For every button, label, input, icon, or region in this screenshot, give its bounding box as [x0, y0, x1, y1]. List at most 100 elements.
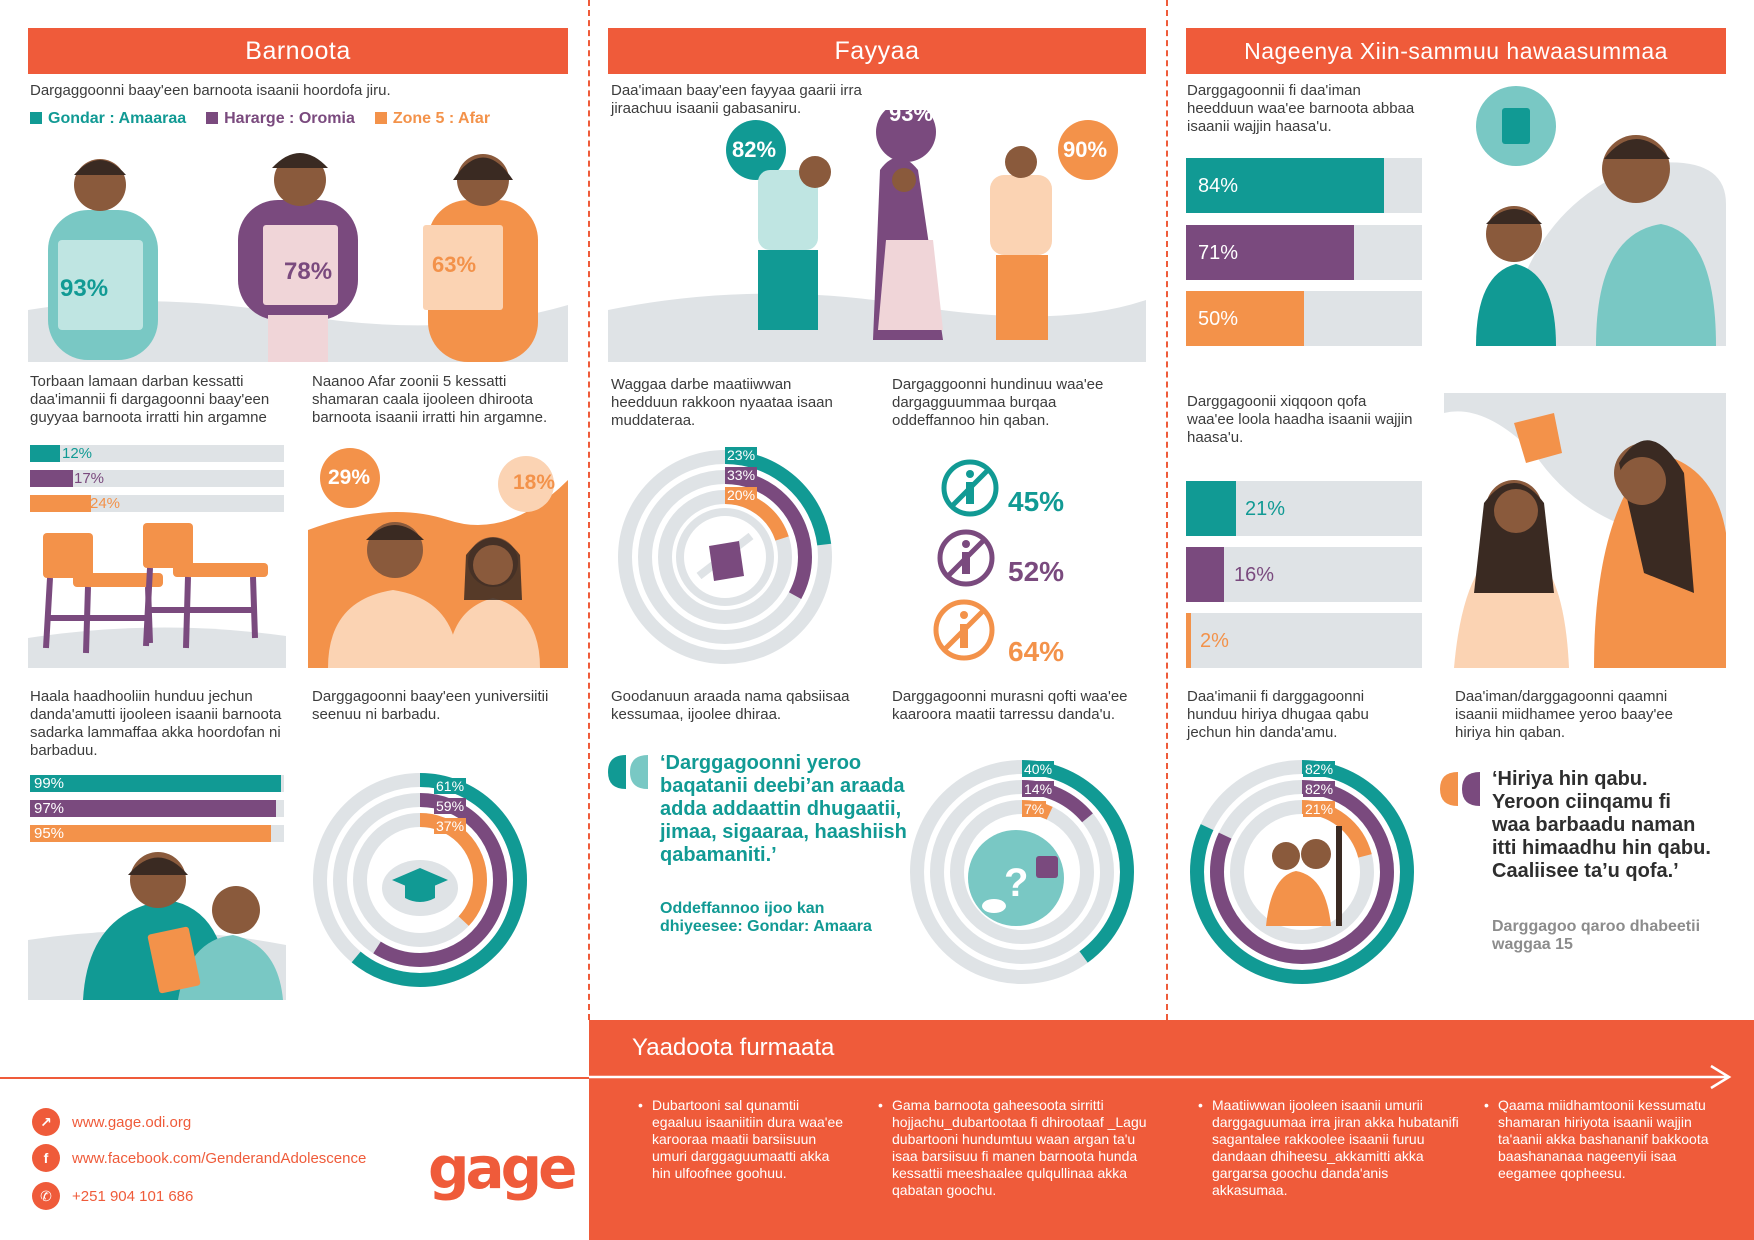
bar-fill — [1186, 158, 1385, 213]
donut-ring-gondar — [1190, 760, 1414, 984]
bar-row — [1186, 613, 1422, 668]
contact-website[interactable]: ↗ www.gage.odi.org — [32, 1108, 191, 1136]
section-header-barnoota: Barnoota — [28, 28, 568, 74]
bar-label: 2% — [1200, 630, 1229, 652]
bar-label: 16% — [1234, 564, 1275, 586]
no-info-icon — [933, 599, 995, 661]
column-divider — [1166, 0, 1168, 1020]
nageenya-stat3-donut — [1190, 760, 1414, 984]
fayyaa-stat2-value: 45% — [1008, 486, 1065, 517]
legend-item-gondar: Gondar : Amaaraa — [30, 110, 186, 128]
bar-fill — [30, 775, 282, 792]
mother-daughter-illustration — [1444, 393, 1726, 668]
fayyaa-intro: Daa'imaan baay'een fayyaa gaarii irra ji… — [611, 82, 862, 117]
recommendations-title: Yaadoota furmaata — [632, 1034, 835, 1061]
school-desks-illustration — [28, 523, 286, 668]
contact-phone[interactable]: ✆ +251 904 101 686 — [32, 1182, 193, 1210]
donut-ring-hararge — [333, 793, 507, 967]
donut-label: 7% — [1022, 801, 1047, 817]
section-header-fayyaa: Fayyaa — [608, 28, 1146, 74]
legend-item-hararge: Hararge : Oromia — [206, 110, 355, 128]
barnoota-figure-gondar: 93% — [60, 275, 109, 302]
fayyaa-stat1-caption: Waggaa darbe maatiiwwan heedduun rakkoon… — [611, 376, 833, 429]
bar-row — [1186, 547, 1422, 602]
bar-fill — [1186, 481, 1236, 536]
contact-facebook[interactable]: f www.facebook.com/GenderandAdolescence — [32, 1144, 366, 1172]
bar-row — [30, 445, 284, 462]
nageenya-stat1-caption: Darggagoonnii fi daa'iman heedduun waa'e… — [1187, 82, 1415, 135]
column-divider — [588, 0, 590, 1020]
nageenya-stat4-quote: ‘Hiriya hin qabu. Yeroon ciinqamu fi waa… — [1492, 768, 1711, 882]
donut-label: 61% — [434, 778, 467, 794]
donut-label: 82% — [1303, 781, 1336, 797]
barnoota-stat2-caption: Naanoo Afar zoonii 5 kessatti shamaran c… — [312, 373, 548, 426]
quote-mark-icon — [608, 755, 648, 789]
bar-row — [30, 825, 284, 842]
barnoota-stat4-caption: Darggagoonni baay'een yuniversiitii seen… — [312, 688, 549, 723]
bar-label: 99% — [34, 775, 65, 792]
phone-icon: ✆ — [32, 1182, 60, 1210]
fayyaa-stat2-value: 64% — [1008, 636, 1065, 667]
barnoota-stat4-donut — [313, 773, 527, 987]
students-illustration — [28, 153, 568, 362]
donut-ring-afar — [1230, 800, 1374, 944]
donut-ring-afar — [353, 813, 487, 947]
quote-mark-icon — [1440, 772, 1480, 806]
barnoota-stat3-caption: Haala haadhooliin hunduu jechun danda'am… — [30, 688, 282, 759]
donut-ring-gondar — [313, 773, 527, 987]
bar-fill — [30, 800, 277, 817]
bar-row — [30, 470, 284, 487]
nageenya-stat3-caption: Daa'imanii fi darggagoonni hunduu hiriya… — [1187, 688, 1369, 741]
bar-row — [30, 495, 284, 512]
bar-label: 17% — [74, 470, 105, 487]
barnoota-figure-hararge: 78% — [284, 258, 333, 285]
donut-label: 82% — [1303, 761, 1336, 777]
fayyaa-stat3-source: Oddeffannoo ijoo kan dhiyeesee: Gondar: … — [660, 900, 872, 935]
recommendation-item: Dubartooni sal qunamtii egaaluu isaaniit… — [638, 1097, 847, 1182]
bar-fill — [30, 825, 272, 842]
donut-label: 14% — [1022, 781, 1055, 797]
bar-label: 84% — [1198, 175, 1239, 197]
arrow-link-icon: ↗ — [32, 1108, 60, 1136]
bar-row — [1186, 225, 1422, 280]
recommendation-item: Maatiiwwan ijooleen isaanii umurii dargg… — [1198, 1097, 1462, 1199]
bar-fill — [30, 470, 74, 487]
bar-label: 24% — [90, 495, 121, 512]
nageenya-stat4-source: Darggagoo qaroo dhabeetii waggaa 15 — [1492, 918, 1701, 953]
facebook-icon: f — [32, 1144, 60, 1172]
barnoota-figure-afar: 63% — [432, 252, 477, 277]
barnoota-stat2-boys: 29% — [328, 466, 371, 489]
fayyaa-stat4-caption: Darggagoonni murasni qofti waa'ee kaaroo… — [892, 688, 1128, 723]
no-info-icon — [937, 529, 995, 587]
bar-label: 71% — [1198, 242, 1239, 264]
section-header-nageenya: Nageenya Xiin-sammuu hawaasummaa — [1186, 28, 1726, 74]
bar-label: 50% — [1198, 308, 1239, 330]
donut-label: 23% — [725, 447, 758, 463]
bar-fill — [30, 445, 61, 462]
legend-item-afar: Zone 5 : Afar — [374, 110, 490, 128]
fayyaa-stat3-caption: Goodanuun araada nama qabsiisaa kessumaa… — [611, 688, 850, 723]
nageenya-stat2-caption: Darggagoonii xiqqoon qofa waa'ee loola h… — [1187, 393, 1413, 446]
donut-label: 37% — [434, 818, 467, 834]
bar-fill — [1186, 613, 1191, 668]
donut-label: 40% — [1022, 761, 1055, 777]
mother-child-illustration — [28, 850, 286, 1000]
donut-label: 21% — [1303, 801, 1336, 817]
bar-row — [1186, 158, 1422, 213]
fayyaa-stat3-quote: ‘Darggagoonni yeroo baqatanii deebi’an a… — [660, 752, 907, 866]
health-illustration — [608, 110, 1146, 362]
bar-row — [30, 775, 284, 792]
region-legend: Gondar : Amaaraa Hararge : Oromia Zone 5… — [30, 110, 490, 128]
barnoota-stat1-caption: Torbaan lamaan darban kessatti daa'imann… — [30, 373, 270, 426]
svg-text:?: ? — [1004, 861, 1028, 905]
footer-divider — [0, 1077, 589, 1079]
fayyaa-stat2-value: 52% — [1008, 556, 1065, 587]
recommendation-item: Gama barnoota gaheesoota sirritti hojjac… — [878, 1097, 1162, 1199]
donut-label: 59% — [434, 798, 467, 814]
arrow-right-icon — [589, 1064, 1732, 1090]
bar-fill — [1186, 547, 1224, 602]
fayyaa-figure-gondar: 82% — [732, 137, 777, 162]
bar-row — [1186, 291, 1422, 346]
barnoota-intro: Dargaggoonni baay'een barnoota isaanii h… — [30, 82, 391, 99]
fayyaa-figure-hararge: 93% — [889, 101, 934, 126]
